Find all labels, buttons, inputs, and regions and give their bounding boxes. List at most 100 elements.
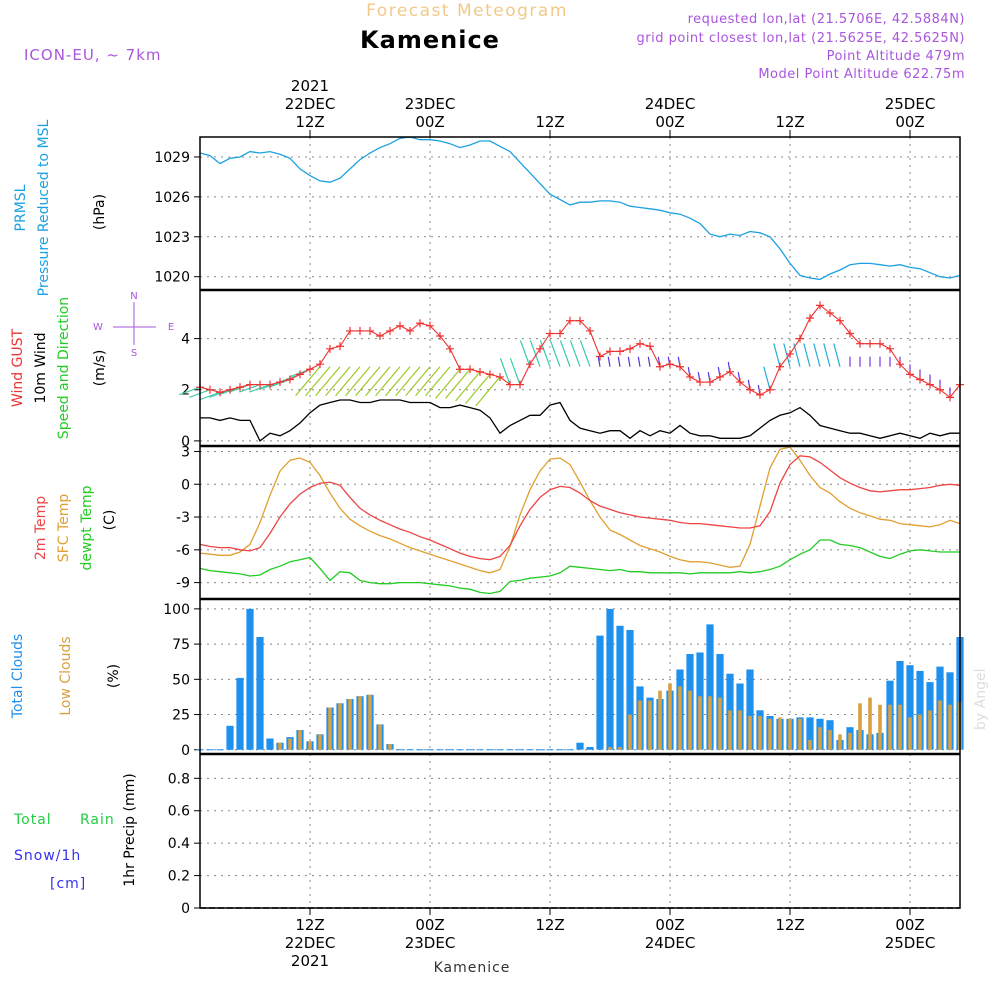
gust-marker — [326, 344, 334, 353]
low-cloud-bar — [918, 714, 922, 750]
wind-arrow — [335, 366, 361, 397]
wind-arrow — [465, 374, 491, 404]
wind-arrow — [579, 340, 591, 367]
gust-marker — [726, 367, 734, 376]
gust-marker — [296, 370, 304, 379]
bottom-tick-label: 12Z — [295, 916, 324, 934]
dewpt-temp-line — [199, 539, 960, 595]
gust-marker — [766, 385, 774, 394]
low-cloud-bar — [758, 716, 762, 750]
low-cloud-bar — [348, 699, 352, 750]
total-cloud-bar — [246, 608, 254, 750]
compass-e: E — [168, 322, 174, 333]
gust-marker — [556, 329, 564, 338]
low-cloud-bar — [278, 742, 282, 750]
wind-arrow — [519, 340, 531, 367]
low-cloud-bar — [898, 704, 902, 750]
low-cloud-bar — [868, 697, 872, 750]
low-cloud-bar — [748, 716, 752, 750]
low-cloud-bar — [698, 696, 702, 750]
gust-marker — [576, 316, 584, 325]
gust-marker — [636, 339, 644, 348]
gust-marker — [496, 372, 504, 381]
gust-marker — [516, 380, 524, 389]
total-cloud-bar — [906, 665, 914, 750]
pressure-unit: (hPa) — [92, 194, 108, 230]
gust-marker — [666, 360, 674, 369]
gust-marker — [656, 362, 664, 371]
low-cloud-bar — [718, 697, 722, 750]
gust-marker — [816, 301, 824, 310]
low-cloud-bar — [288, 738, 292, 750]
gust-marker — [596, 352, 604, 361]
total-cloud-bar — [916, 670, 924, 750]
y-tick-label: 25 — [172, 708, 190, 724]
gust-marker — [276, 378, 284, 387]
y-tick-label: 0.2 — [168, 869, 190, 885]
2m-temp-line — [199, 455, 961, 561]
wind-arrow — [405, 366, 431, 397]
gust-marker — [806, 314, 814, 323]
total-cloud-bar — [706, 624, 714, 750]
temp-label-sfc: SFC Temp — [56, 494, 72, 563]
top-tick-label: 00Z — [415, 113, 444, 131]
gust-marker — [396, 321, 404, 330]
low-cloud-bar — [638, 700, 642, 750]
wind-arrow — [597, 356, 601, 367]
clouds-grid — [200, 599, 960, 754]
wind-arrow — [499, 358, 511, 385]
gust-marker — [866, 339, 874, 348]
y-tick-label: -6 — [176, 543, 190, 559]
wind-arrow — [415, 366, 441, 397]
total-cloud-bar — [256, 637, 264, 750]
gust-marker — [786, 349, 794, 358]
low-cloud-bar — [608, 747, 612, 750]
total-cloud-bar — [236, 677, 244, 750]
pressure-line — [199, 136, 961, 281]
gust-marker — [906, 370, 914, 379]
wind-arrow — [647, 356, 651, 367]
gust-marker — [836, 316, 844, 325]
total-cloud-bar — [226, 725, 234, 750]
wind-arrow — [569, 340, 581, 367]
low-cloud-bar — [648, 700, 652, 750]
wind-arrow — [445, 368, 471, 399]
gust-marker — [626, 344, 634, 353]
wind-arrow — [455, 371, 481, 402]
gust-marker — [856, 339, 864, 348]
y-tick-label: 4 — [181, 332, 190, 348]
wind-label-10m: 10m Wind — [33, 332, 49, 403]
low-cloud-bar — [668, 683, 672, 750]
wind-grid — [200, 290, 960, 446]
gust-marker — [646, 342, 654, 351]
y-tick-label: -9 — [176, 576, 190, 592]
clouds-label-low: Low Clouds — [58, 636, 74, 715]
location-title: Kamenice — [360, 26, 500, 54]
gust-marker — [386, 326, 394, 335]
gust-marker — [286, 375, 294, 384]
temperature-panel: 2m Temp SFC Temp dewpt Temp (C) -9 -6 -3 0 3 — [33, 444, 961, 599]
gust-marker — [486, 370, 494, 379]
footer-location: Kamenice — [434, 960, 511, 976]
gust-marker — [366, 326, 374, 335]
total-cloud-bar — [606, 608, 614, 750]
gust-marker — [946, 393, 954, 402]
gust-marker — [376, 332, 384, 341]
bottom-tick-label: 23DEC — [405, 934, 456, 952]
gust-marker — [796, 334, 804, 343]
gust-marker — [216, 388, 224, 397]
low-cloud-bar — [338, 703, 342, 750]
low-cloud-bar — [798, 718, 802, 750]
precip-label-rain: Rain — [80, 812, 115, 828]
wind-arrow — [813, 343, 821, 367]
low-cloud-bar — [368, 694, 372, 750]
temp-unit: (C) — [102, 510, 118, 531]
low-cloud-bar — [358, 696, 362, 750]
gust-marker — [436, 332, 444, 341]
wind-speed-line — [200, 399, 960, 442]
gust-marker — [566, 316, 574, 325]
wind-unit: (m/s) — [92, 350, 108, 387]
bottom-tick-label: 2021 — [291, 952, 329, 970]
top-tick-label: 22DEC — [285, 95, 336, 113]
